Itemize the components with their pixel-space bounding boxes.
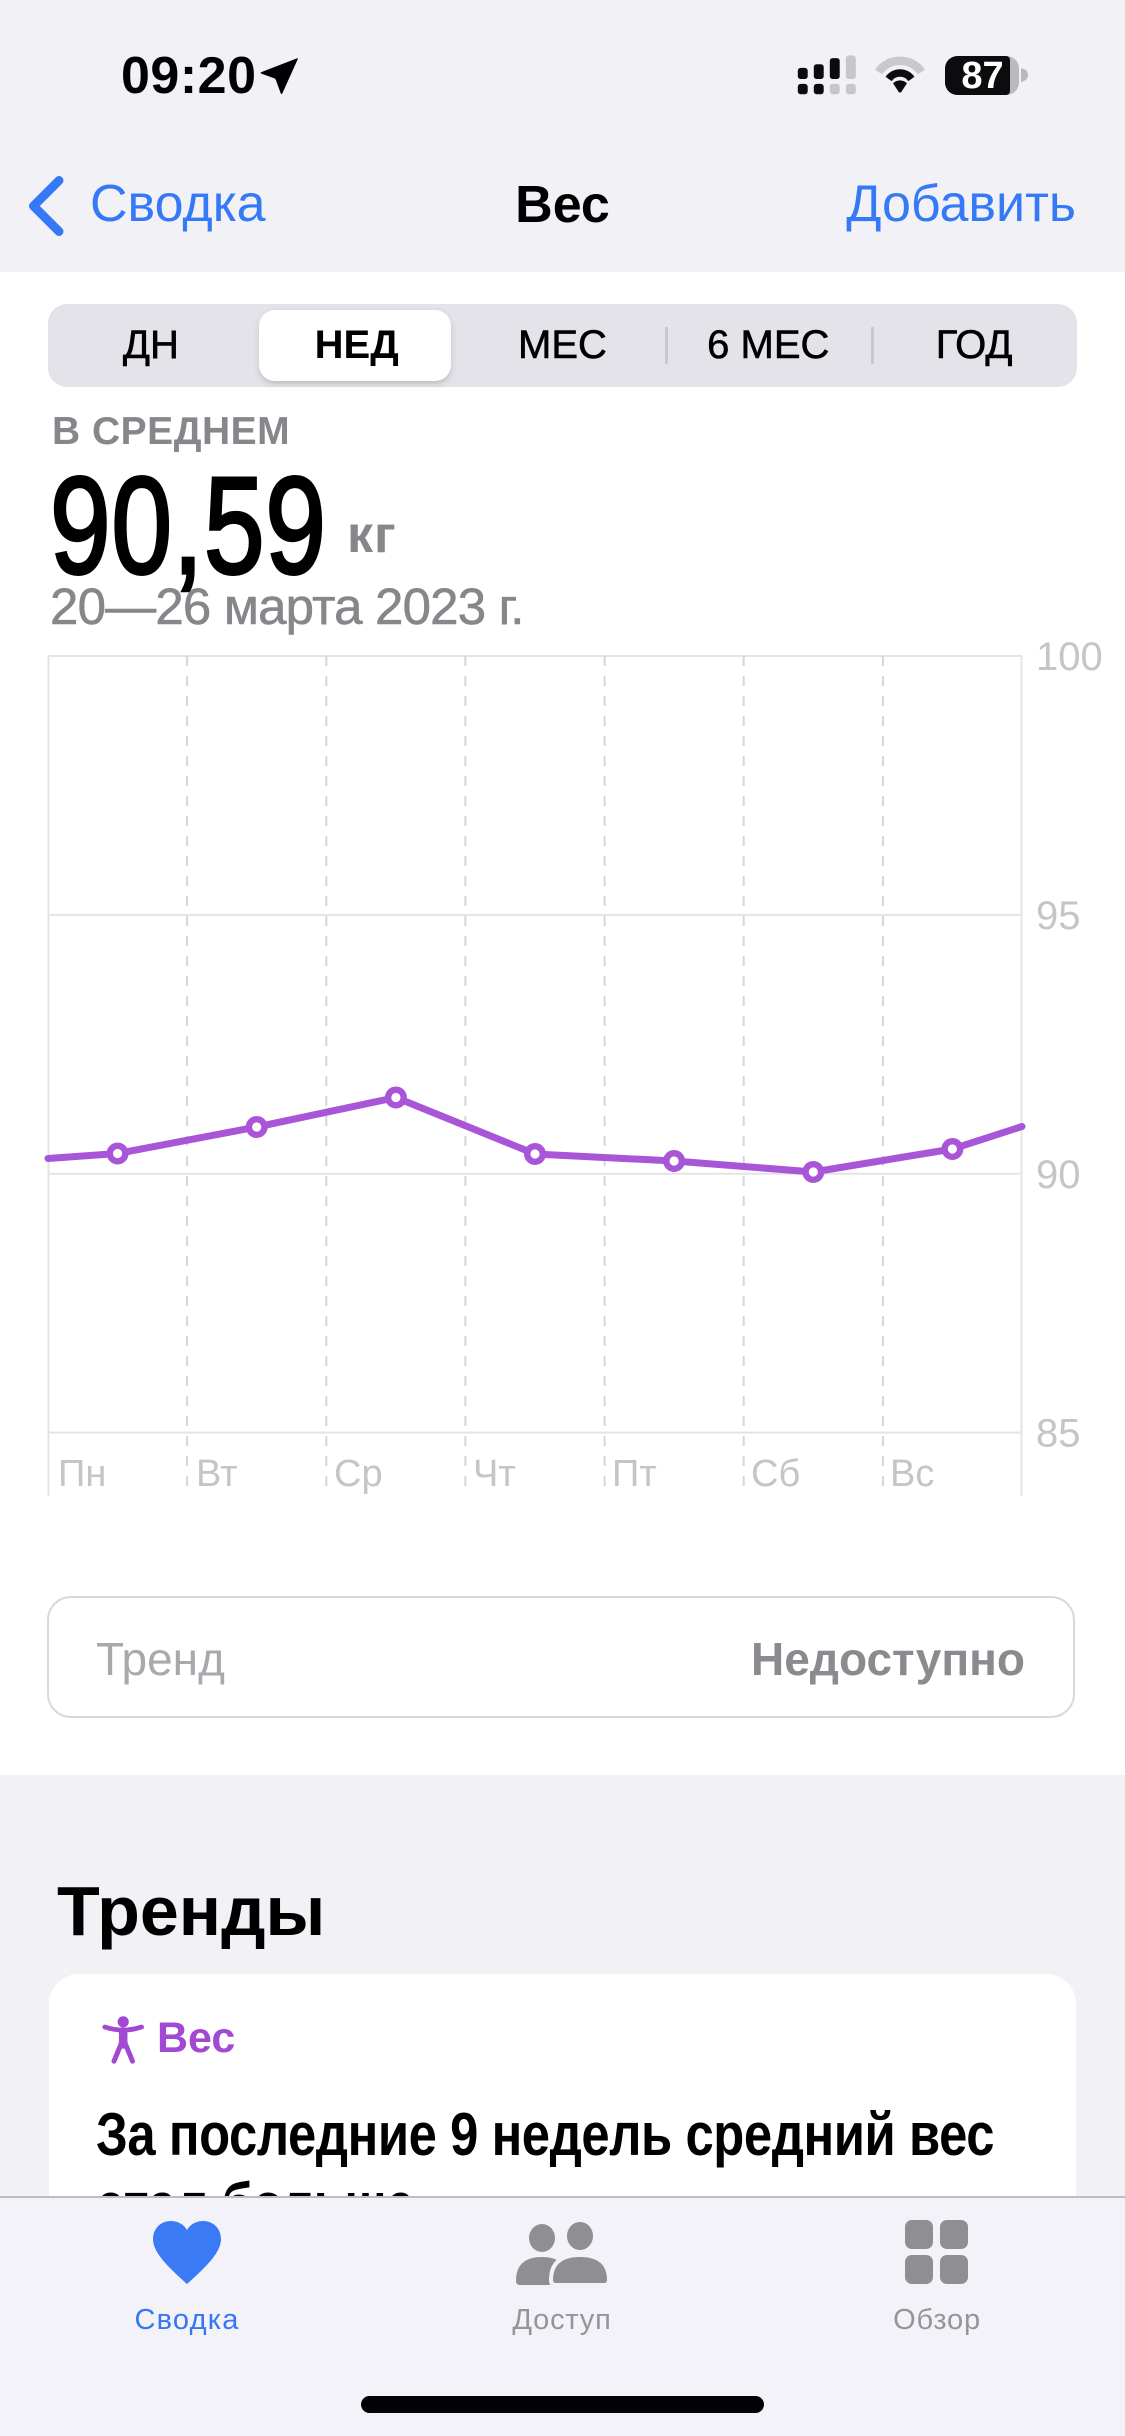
svg-text:100: 100: [1036, 635, 1103, 679]
svg-text:95: 95: [1036, 894, 1081, 938]
svg-text:Сб: Сб: [751, 1453, 800, 1495]
svg-text:85: 85: [1036, 1412, 1081, 1456]
svg-text:Чт: Чт: [473, 1453, 516, 1495]
svg-text:Пт: Пт: [612, 1453, 657, 1495]
svg-text:Вт: Вт: [196, 1453, 238, 1495]
svg-text:Вс: Вс: [890, 1453, 934, 1495]
svg-text:Пн: Пн: [58, 1453, 106, 1495]
svg-text:90: 90: [1036, 1153, 1081, 1197]
svg-text:Ср: Ср: [334, 1453, 383, 1495]
